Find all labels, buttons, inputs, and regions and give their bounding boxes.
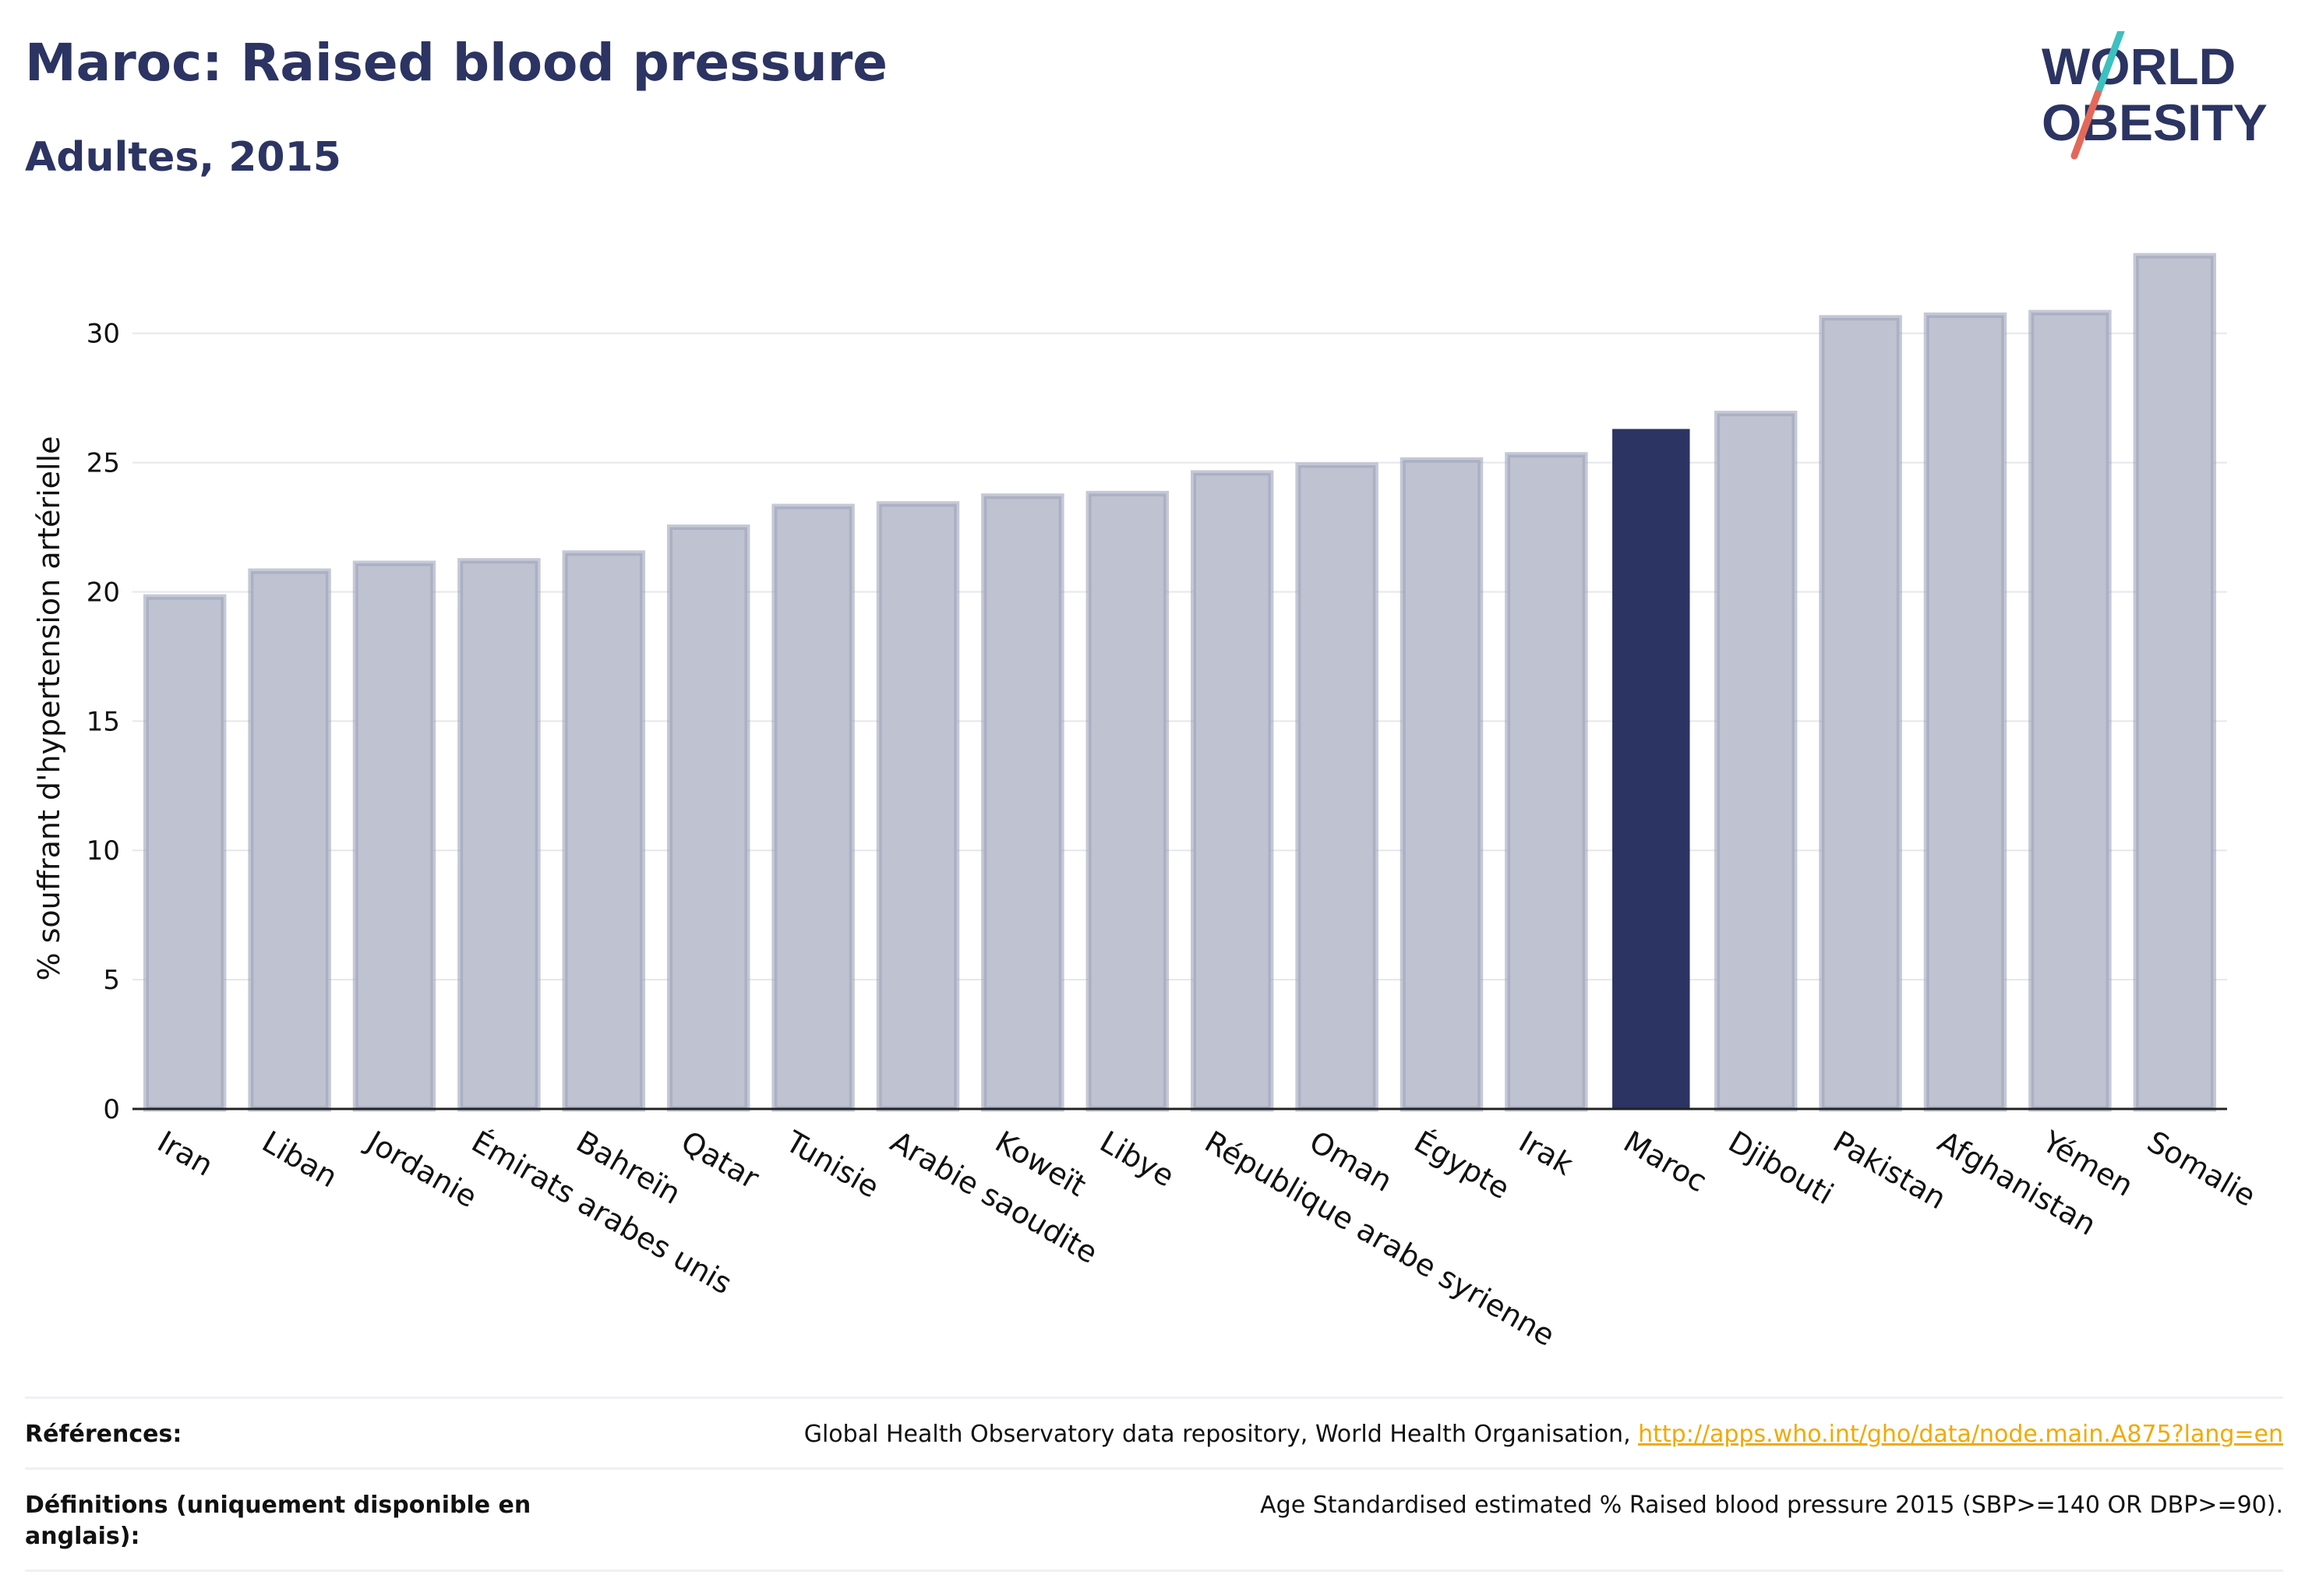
logo-slash-coral <box>2070 90 2102 160</box>
x-tick-label: Qatar <box>676 1125 765 1196</box>
logo-text-line1: WORLD <box>2042 37 2236 95</box>
bar-15 <box>1714 411 1798 1112</box>
y-tick-label: 15 <box>86 706 120 737</box>
definitions-row: Définitions (uniquement disponible en an… <box>25 1467 2283 1572</box>
bar-1 <box>248 568 331 1112</box>
bar-18 <box>2028 309 2112 1112</box>
bar-7 <box>876 501 960 1112</box>
bar-11 <box>1295 462 1378 1112</box>
references-value: Global Health Observatory data repositor… <box>804 1419 2283 1450</box>
references-row: Références: Global Health Observatory da… <box>25 1396 2283 1467</box>
bar-12 <box>1400 457 1484 1112</box>
bar-13 <box>1505 452 1588 1112</box>
x-tick-label: Maroc <box>1618 1125 1713 1199</box>
x-tick-label: Jordanie <box>360 1124 483 1215</box>
bar-17 <box>1923 312 2007 1112</box>
bar-5 <box>666 524 750 1112</box>
bar-8 <box>981 493 1064 1112</box>
x-tick-label: Iran <box>152 1125 219 1183</box>
references-label: Références: <box>25 1421 182 1448</box>
references-table: Références: Global Health Observatory da… <box>25 1396 2283 1572</box>
world-obesity-logo: WORLD OBESITY <box>2042 31 2268 160</box>
x-tick-label: Pakistan <box>1827 1125 1952 1216</box>
y-tick-label: 10 <box>86 835 120 867</box>
bar-9 <box>1085 490 1170 1112</box>
y-tick-label: 30 <box>86 319 120 350</box>
logo-slash-teal <box>2094 31 2125 97</box>
bar-2 <box>352 560 436 1112</box>
bar-chart: 0 5 10 15 20 25 30 % souffrant d'hypertension a… <box>32 252 2261 1353</box>
bar-14 <box>1612 429 1690 1109</box>
definitions-label: Définitions (uniquement disponible en an… <box>25 1492 531 1550</box>
x-tick-label: Libye <box>1094 1125 1180 1194</box>
references-link[interactable]: http://apps.who.int/gho/data/node.main.A… <box>1638 1421 2283 1448</box>
bar-4 <box>562 550 646 1112</box>
bar-6 <box>771 503 855 1112</box>
bar-0 <box>143 594 227 1112</box>
x-tick-label: Égypte <box>1409 1125 1516 1206</box>
bar-19 <box>2133 252 2217 1112</box>
definitions-value: Age Standardised estimated % Raised bloo… <box>1260 1492 2283 1519</box>
x-tick-label: Tunisie <box>779 1124 884 1205</box>
y-axis-label: % souffrant d'hypertension artérielle <box>32 436 66 980</box>
bar-3 <box>457 558 541 1112</box>
references-text: Global Health Observatory data repositor… <box>803 1421 1639 1448</box>
y-tick-label: 25 <box>86 448 120 479</box>
x-tick-label: Somalie <box>2141 1125 2261 1213</box>
y-tick-label: 20 <box>86 577 120 608</box>
x-tick-label: Liban <box>256 1125 343 1195</box>
bar-10 <box>1190 470 1274 1112</box>
bar-16 <box>1819 315 1902 1112</box>
x-tick-label: Djibouti <box>1723 1125 1840 1212</box>
y-tick-label: 5 <box>103 965 120 996</box>
page-title: Maroc: Raised blood pressure <box>25 33 888 93</box>
page-subtitle: Adultes, 2015 <box>25 134 341 181</box>
x-tick-label: Irak <box>1513 1125 1579 1182</box>
y-tick-label: 0 <box>103 1094 120 1125</box>
